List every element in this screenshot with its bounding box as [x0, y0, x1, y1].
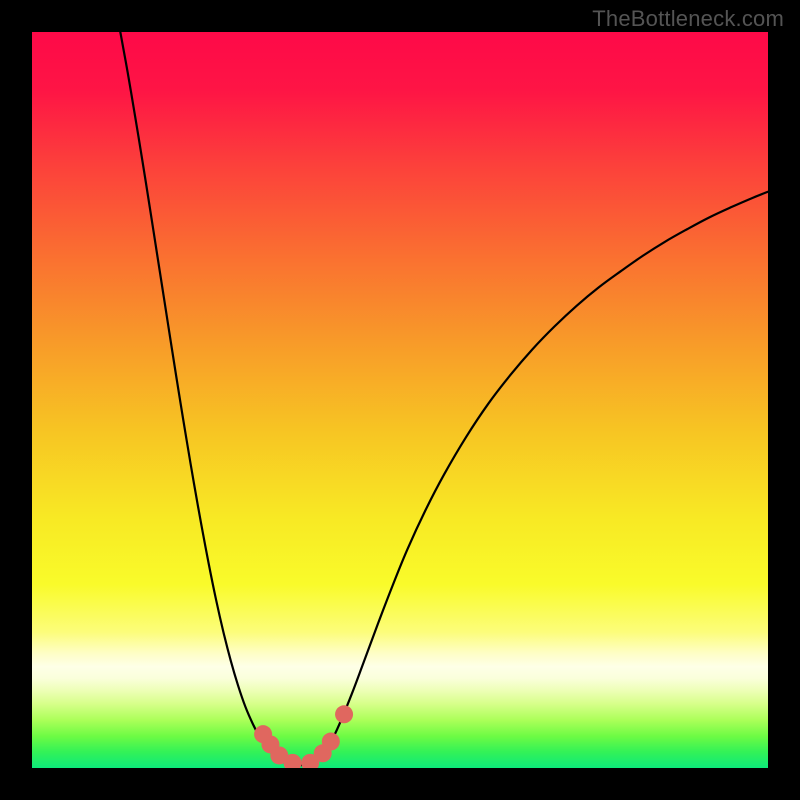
valley-marker [335, 705, 353, 723]
plot-background [32, 32, 768, 768]
chart-frame: TheBottleneck.com [0, 0, 800, 800]
valley-marker [322, 733, 340, 751]
bottleneck-chart-svg [0, 0, 800, 800]
